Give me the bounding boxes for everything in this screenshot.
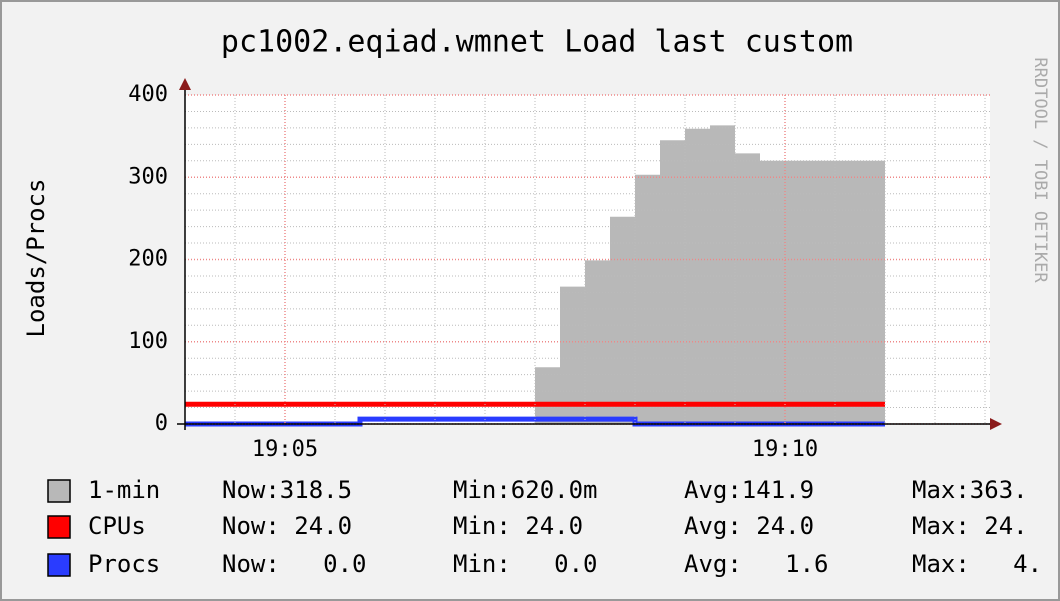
legend-label: 1-min xyxy=(88,476,160,504)
x-tick-label: 19:05 xyxy=(252,437,318,462)
legend-label: Procs xyxy=(88,550,160,578)
legend-stat: Max:363. xyxy=(912,476,1028,504)
legend-stat: Max: 4. xyxy=(912,550,1042,578)
y-axis-arrow xyxy=(179,78,191,90)
legend-stat: Avg: 1.6 xyxy=(684,550,829,578)
legend-stat: Min:620.0m xyxy=(453,476,598,504)
legend-swatch xyxy=(47,515,71,539)
chart-title: pc1002.eqiad.wmnet Load last custom xyxy=(221,25,853,60)
legend-stat: Max: 24. xyxy=(912,512,1028,540)
y-tick-label: 0 xyxy=(155,411,168,436)
legend-stat: Avg:141.9 xyxy=(684,476,814,504)
y-tick-label: 300 xyxy=(128,164,168,189)
area xyxy=(185,125,885,425)
legend-stat: Now:318.5 xyxy=(222,476,352,504)
watermark: RRDTOOL / TOBI OETIKER xyxy=(1030,57,1050,283)
legend-stat: Now: 24.0 xyxy=(222,512,352,540)
y-tick-label: 100 xyxy=(128,329,168,354)
legend-label: CPUs xyxy=(88,512,146,540)
x-axis-arrow xyxy=(990,418,1002,430)
legend-swatch xyxy=(47,553,71,577)
legend-stat: Now: 0.0 xyxy=(222,550,367,578)
legend-stat: Min: 0.0 xyxy=(453,550,598,578)
legend-swatch xyxy=(47,479,71,503)
legend-stat: Min: 24.0 xyxy=(453,512,583,540)
y-axis-label: Loads/Procs xyxy=(22,179,50,338)
y-tick-label: 200 xyxy=(128,247,168,272)
x-tick-label: 19:10 xyxy=(752,437,818,462)
y-tick-label: 400 xyxy=(128,82,168,107)
legend-stat: Avg: 24.0 xyxy=(684,512,814,540)
